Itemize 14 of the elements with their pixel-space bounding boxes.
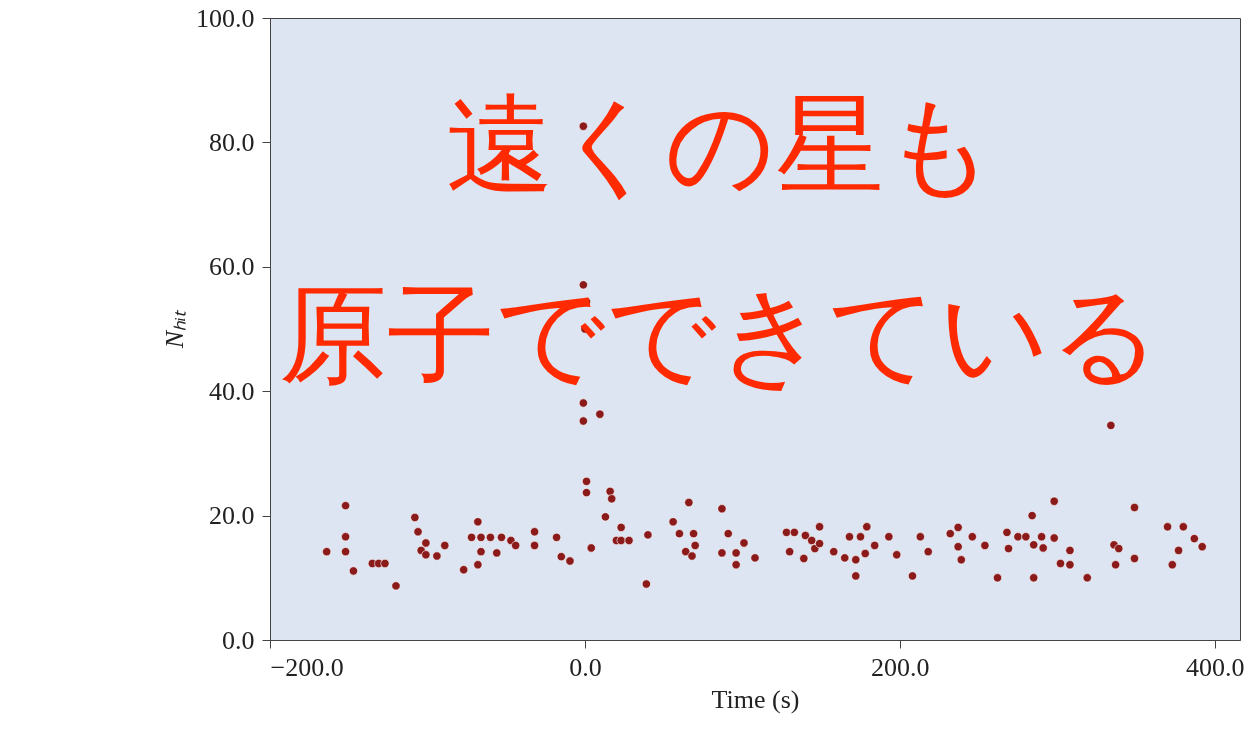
annotation: 遠くの星も [445,82,995,207]
y-tick-label: 0.0 [222,625,255,655]
y-tick-label: 40.0 [209,376,255,406]
x-tick-label: 400.0 [1186,652,1245,682]
y-tick-label: 20.0 [209,501,255,531]
y-axis-title: Nₕᵢₜ [160,308,189,350]
x-tick-label: −200.0 [270,652,344,682]
x-axis-title: Time (s) [711,684,800,714]
x-tick-label: 0.0 [569,652,602,682]
y-tick-label: 100.0 [196,3,255,33]
annotation: 原子でできている [279,272,1161,397]
x-tick-label: 200.0 [871,652,930,682]
y-tick-label: 80.0 [209,127,255,157]
y-tick-label: 60.0 [209,252,255,282]
